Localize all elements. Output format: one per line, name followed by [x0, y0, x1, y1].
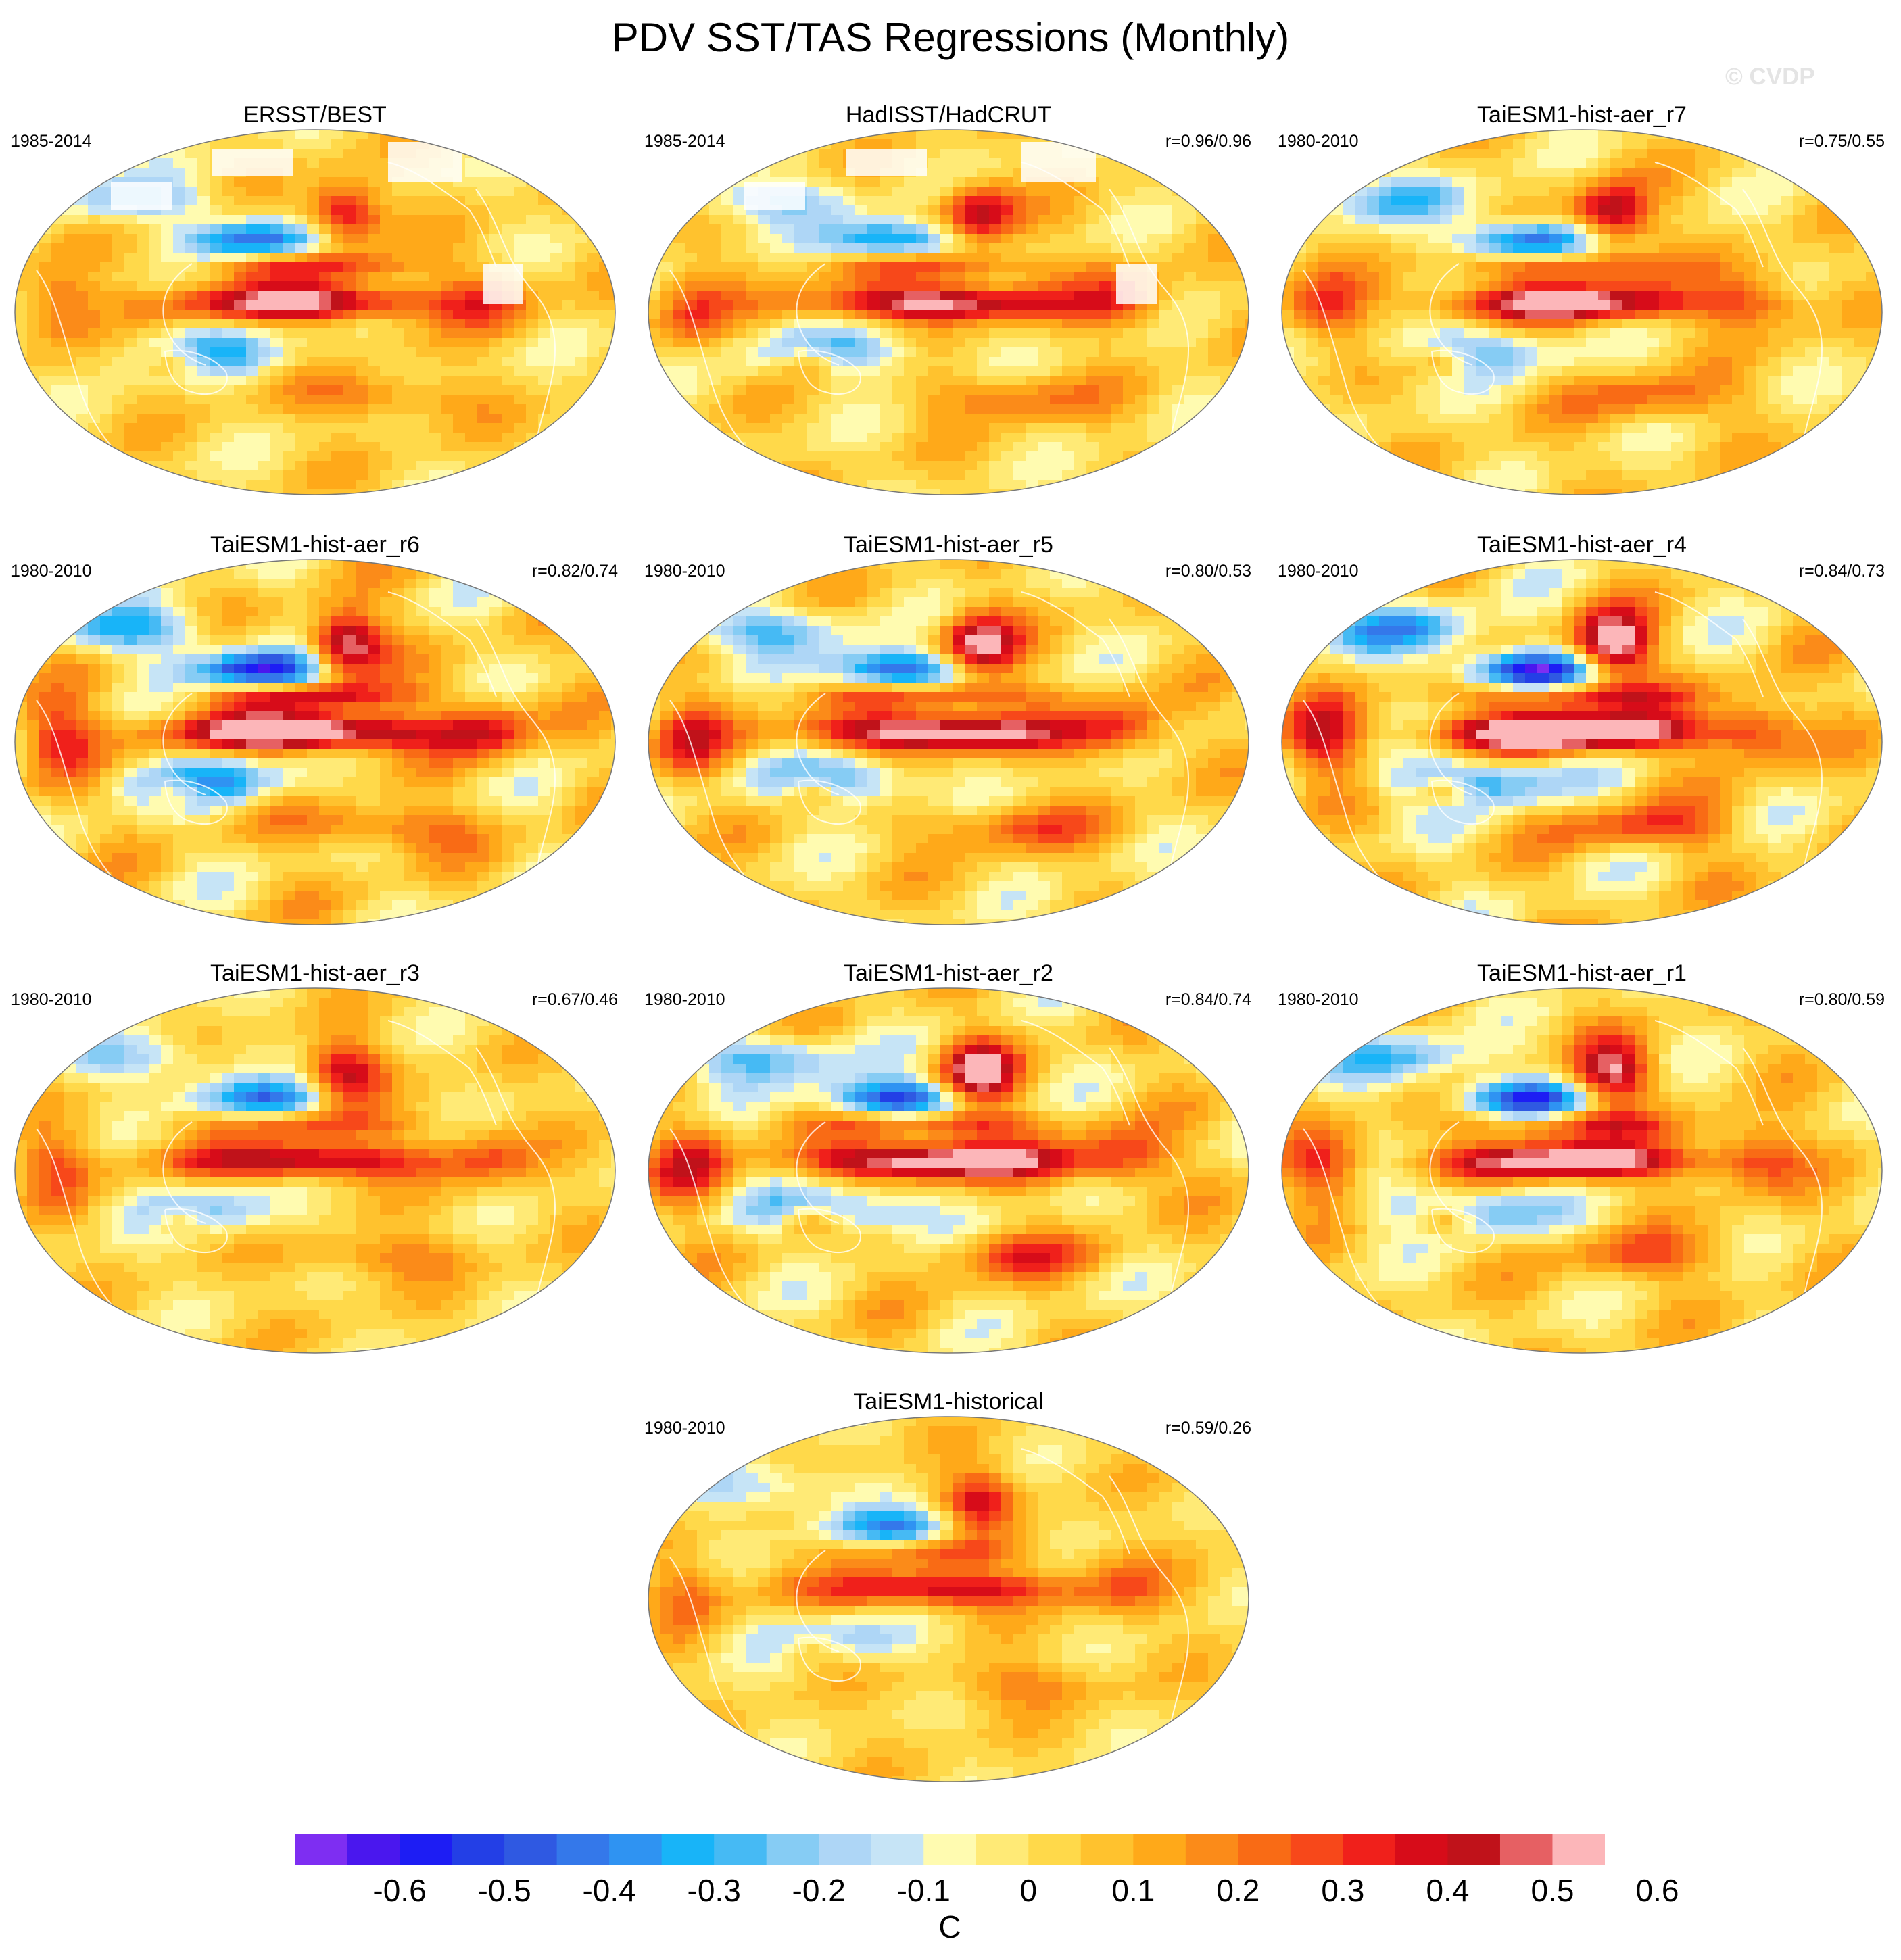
colorbar-tick-label: 0.3: [1321, 1873, 1365, 1908]
colorbar-swatch: [295, 1834, 348, 1865]
colorbar-swatch: [1133, 1834, 1186, 1865]
colorbar-swatch: [819, 1834, 872, 1865]
panel-title: TaiESM1-hist-aer_r5: [844, 532, 1053, 558]
map-panel: TaiESM1-hist-aer_r7 1980-2010 r=0.75/0.55: [1276, 101, 1887, 503]
regression-map: [648, 129, 1249, 495]
regression-map: [648, 1416, 1249, 1782]
colorbar-swatch: [556, 1834, 610, 1865]
colorbar-swatch: [1080, 1834, 1134, 1865]
regression-map: [1281, 129, 1883, 495]
colorbar-tick-label: -0.6: [372, 1873, 427, 1908]
panel-correlation: r=0.80/0.53: [1165, 562, 1251, 581]
colorbar-swatch: [347, 1834, 400, 1865]
panel-title: TaiESM1-hist-aer_r3: [210, 960, 420, 986]
map-panel: TaiESM1-historical 1980-2010 r=0.59/0.26: [643, 1388, 1254, 1790]
panel-years: 1980-2010: [11, 990, 92, 1009]
panel-years: 1985-2014: [644, 132, 725, 151]
colorbar-swatch: [452, 1834, 505, 1865]
panel-years: 1980-2010: [644, 1419, 725, 1438]
colorbar-tick-label: -0.1: [896, 1873, 950, 1908]
panel-correlation: r=0.59/0.26: [1165, 1419, 1251, 1438]
map-panel: TaiESM1-hist-aer_r1 1980-2010 r=0.80/0.59: [1276, 960, 1887, 1361]
panel-years: 1980-2010: [11, 562, 92, 581]
panel-years: 1980-2010: [644, 562, 725, 581]
map-panel: TaiESM1-hist-aer_r6 1980-2010 r=0.82/0.74: [9, 531, 621, 933]
colorbar-swatch: [1290, 1834, 1343, 1865]
colorbar-tick-label: -0.3: [687, 1873, 741, 1908]
panel-title: HadISST/HadCRUT: [845, 102, 1052, 128]
colorbar: [295, 1834, 1605, 1865]
panel-title: TaiESM1-hist-aer_r6: [210, 532, 420, 558]
panel-correlation: r=0.84/0.74: [1165, 990, 1251, 1009]
colorbar-tick-label: 0.5: [1531, 1873, 1574, 1908]
regression-map: [14, 559, 616, 925]
panel-correlation: r=0.75/0.55: [1798, 132, 1885, 151]
map-panel: TaiESM1-hist-aer_r3 1980-2010 r=0.67/0.46: [9, 960, 621, 1361]
map-panel: HadISST/HadCRUT 1985-2014 r=0.96/0.96: [643, 101, 1254, 503]
regression-map: [648, 987, 1249, 1354]
regression-map: [14, 129, 616, 495]
colorbar-swatch: [1343, 1834, 1396, 1865]
map-panel: ERSST/BEST 1985-2014: [9, 101, 621, 503]
panel-years: 1980-2010: [644, 990, 725, 1009]
regression-map: [1281, 559, 1883, 925]
colorbar-tick-label: -0.5: [477, 1873, 531, 1908]
panel-correlation: r=0.67/0.46: [531, 990, 618, 1009]
colorbar-tick-label: 0.2: [1216, 1873, 1260, 1908]
panel-title: TaiESM1-hist-aer_r7: [1477, 102, 1687, 128]
colorbar-swatch: [1447, 1834, 1501, 1865]
colorbar-units: C: [938, 1909, 961, 1944]
panel-title: TaiESM1-hist-aer_r1: [1477, 960, 1687, 986]
colorbar-swatch: [1499, 1834, 1554, 1865]
regression-map: [648, 559, 1249, 925]
colorbar-tick-label: -0.2: [792, 1873, 846, 1908]
map-panel: TaiESM1-hist-aer_r4 1980-2010 r=0.84/0.73: [1276, 531, 1887, 933]
panel-correlation: r=0.96/0.96: [1165, 132, 1251, 151]
panel-title: TaiESM1-hist-aer_r4: [1477, 532, 1687, 558]
colorbar-swatch: [766, 1834, 819, 1865]
colorbar-swatch: [871, 1834, 924, 1865]
colorbar-swatch: [714, 1834, 767, 1865]
colorbar-swatch: [1552, 1834, 1605, 1865]
colorbar-tick-label: 0.1: [1111, 1873, 1155, 1908]
panel-correlation: r=0.84/0.73: [1798, 562, 1885, 581]
colorbar-swatch: [400, 1834, 453, 1865]
panel-years: 1980-2010: [1278, 562, 1359, 581]
panel-title: TaiESM1-historical: [853, 1389, 1044, 1415]
panel-title: ERSST/BEST: [243, 102, 387, 128]
colorbar-tick-label: -0.4: [582, 1873, 636, 1908]
panel-years: 1980-2010: [1278, 990, 1359, 1009]
colorbar-swatch: [976, 1834, 1029, 1865]
colorbar-swatch: [609, 1834, 663, 1865]
map-panel: TaiESM1-hist-aer_r5 1980-2010 r=0.80/0.53: [643, 531, 1254, 933]
panel-correlation: r=0.80/0.59: [1798, 990, 1885, 1009]
colorbar-tick-label: 0.6: [1635, 1873, 1679, 1908]
colorbar-tick-label: 0: [1019, 1873, 1038, 1908]
panel-years: 1980-2010: [1278, 132, 1359, 151]
panel-years: 1985-2014: [11, 132, 92, 151]
colorbar-swatch: [1028, 1834, 1082, 1865]
colorbar-swatch: [1395, 1834, 1449, 1865]
panel-correlation: r=0.82/0.74: [531, 562, 618, 581]
watermark: © CVDP: [1725, 64, 1815, 90]
colorbar-swatch: [1238, 1834, 1291, 1865]
colorbar-swatch: [504, 1834, 558, 1865]
regression-map: [1281, 987, 1883, 1354]
map-panel: TaiESM1-hist-aer_r2 1980-2010 r=0.84/0.74: [643, 960, 1254, 1361]
figure-title: PDV SST/TAS Regressions (Monthly): [611, 15, 1290, 60]
panel-title: TaiESM1-hist-aer_r2: [844, 960, 1053, 986]
regression-map: [14, 987, 616, 1354]
colorbar-swatch: [923, 1834, 977, 1865]
colorbar-swatch: [1185, 1834, 1238, 1865]
colorbar-swatch: [661, 1834, 715, 1865]
colorbar-tick-label: 0.4: [1426, 1873, 1470, 1908]
